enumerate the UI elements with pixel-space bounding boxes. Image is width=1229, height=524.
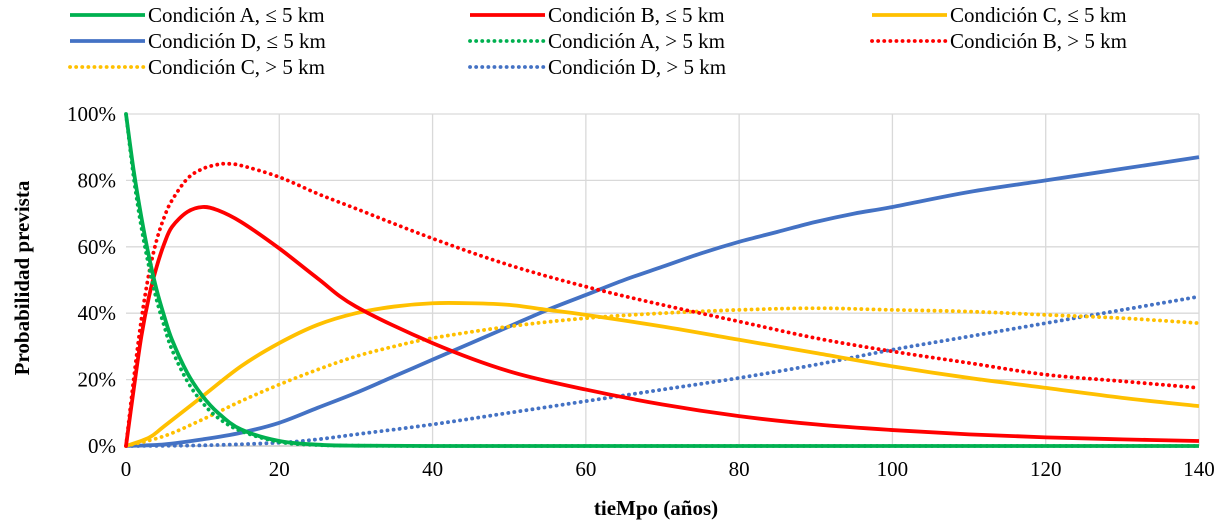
- x-tick-label: 100: [877, 457, 909, 481]
- x-tick-label: 40: [422, 457, 443, 481]
- series-line: [124, 205, 1200, 447]
- legend-item: Condición C, ≤ 5 km: [872, 3, 1127, 27]
- legend-item: Condición B, > 5 km: [870, 29, 1127, 53]
- legend-label: Condición A, ≤ 5 km: [148, 3, 325, 27]
- series-layer: [124, 112, 1201, 448]
- legend-item: Condición A, > 5 km: [468, 29, 725, 53]
- y-tick-label: 100%: [67, 102, 116, 126]
- y-tick-label: 80%: [78, 168, 117, 192]
- legend-item: Condición D, > 5 km: [468, 55, 726, 79]
- series-line: [124, 306, 1201, 448]
- y-tick-label: 60%: [78, 235, 117, 259]
- x-tick-label: 140: [1183, 457, 1215, 481]
- legend-label: Condición D, ≤ 5 km: [148, 29, 326, 53]
- series-line: [125, 301, 1200, 448]
- y-tick-label: 0%: [88, 434, 116, 458]
- y-axis-title: Probabilidad prevista: [10, 180, 34, 375]
- x-tick-label: 80: [729, 457, 750, 481]
- legend-label: Condición A, > 5 km: [548, 29, 725, 53]
- x-tick-label: 60: [575, 457, 596, 481]
- x-tick-label: 120: [1030, 457, 1062, 481]
- legend-label: Condición B, ≤ 5 km: [548, 3, 725, 27]
- legend-label: Condición B, > 5 km: [950, 29, 1127, 53]
- legend-label: Condición C, > 5 km: [148, 55, 325, 79]
- series-line: [124, 294, 1201, 448]
- series-line: [124, 161, 1201, 448]
- legend-item: Condición B, ≤ 5 km: [470, 3, 725, 27]
- series-line: [124, 113, 1199, 448]
- series-line: [124, 112, 1201, 448]
- legend-item: Condición D, ≤ 5 km: [70, 29, 326, 53]
- legend: Condición A, ≤ 5 km Condición B, ≤ 5 km Co…: [68, 3, 1127, 79]
- y-tick-label: 40%: [78, 301, 117, 325]
- x-tick-label: 0: [121, 457, 132, 481]
- legend-item: Condición A, ≤ 5 km: [70, 3, 325, 27]
- series-line: [125, 155, 1200, 448]
- x-axis-title: tieMpo (años): [594, 496, 718, 520]
- y-tick-label: 20%: [78, 368, 117, 392]
- legend-label: Condición C, ≤ 5 km: [950, 3, 1127, 27]
- gridlines: [126, 113, 1200, 447]
- x-tick-label: 20: [269, 457, 290, 481]
- tick-labels: 0% 20% 40% 60% 80% 100% 0 20 40 60 80 100 120 140: [67, 102, 1215, 481]
- legend-label: Condición D, > 5 km: [548, 55, 726, 79]
- legend-item: Condición C, > 5 km: [68, 55, 325, 79]
